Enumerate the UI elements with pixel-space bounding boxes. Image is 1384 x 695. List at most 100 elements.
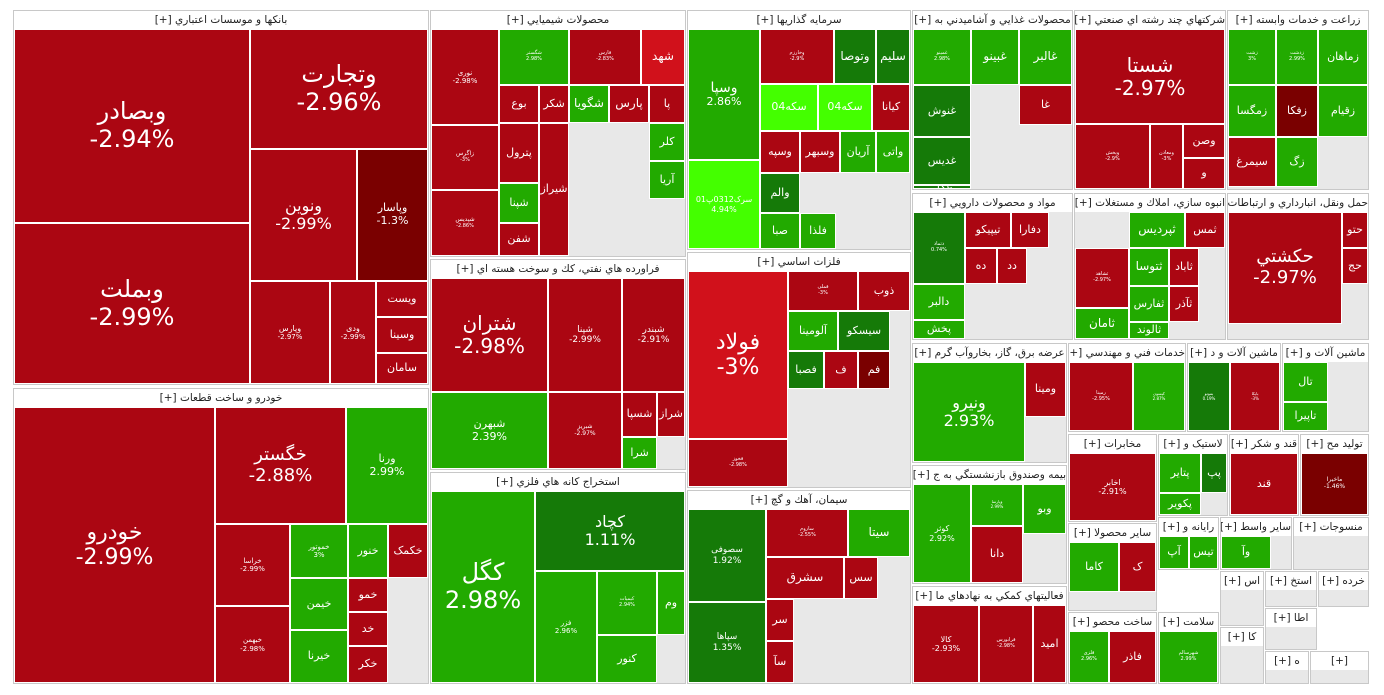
sector[interactable]: خرده [+] — [1318, 571, 1369, 607]
tile[interactable]: آلومینا — [788, 311, 838, 351]
tile[interactable]: وآ — [1221, 536, 1271, 569]
tile[interactable]: کنور — [597, 635, 657, 683]
tile[interactable]: ذوب — [858, 271, 910, 311]
sector-header[interactable]: ساخت محصو [+] — [1069, 613, 1156, 631]
tile[interactable]: ک — [1119, 542, 1156, 592]
sector[interactable]: خدمات فني و مهندسي [+] رمپنا -2.95% کیسون 2.… — [1068, 343, 1186, 432]
tile[interactable]: سپاها 1.35% — [688, 602, 766, 683]
tile[interactable]: وم — [657, 571, 685, 635]
tile[interactable]: شفن — [499, 223, 539, 256]
sector-header[interactable]: زراعت و خدمات وابسته [+] — [1228, 11, 1368, 29]
tile[interactable]: غنوش — [913, 85, 971, 137]
sector-header[interactable]: محصولات شيميايي [+] — [431, 11, 685, 29]
tile[interactable]: سلیم — [876, 29, 910, 84]
tile[interactable]: زگ — [1276, 137, 1318, 187]
tile[interactable]: شکر — [539, 85, 569, 123]
tile[interactable]: شبندر -2.91% — [622, 278, 685, 392]
tile[interactable]: خکمک — [388, 524, 428, 578]
tile[interactable]: شهرسالم 2.99% — [1159, 631, 1218, 683]
sector-header[interactable]: استخ [+] — [1266, 572, 1316, 590]
tile[interactable]: خبهمن -2.98% — [215, 606, 290, 683]
tile[interactable]: فرابورس -2.98% — [979, 605, 1033, 683]
sector[interactable]: مواد و محصولات دارويي [+] دتماد 0.74% تیپیک… — [912, 193, 1073, 340]
sector[interactable]: سرمايه گذاريها [+] وسپا 2.86% وخارزم -2.9% وت… — [687, 10, 911, 250]
sector[interactable]: توليد مح [+] ماخیرا -1.46% — [1300, 434, 1369, 516]
tile[interactable]: کیانا — [872, 84, 910, 131]
sector[interactable]: ماشين آلات و [+] تال تاپیرا — [1282, 343, 1369, 432]
tile[interactable]: وبو — [1023, 484, 1066, 534]
tile[interactable]: و — [1183, 158, 1225, 189]
sector[interactable]: استخراج کانه هاي فلزي [+] کگل 2.98% کچاد 1.1… — [430, 472, 686, 684]
tile[interactable]: شستا -2.97% — [1075, 29, 1225, 124]
sector-header[interactable]: توليد مح [+] — [1301, 435, 1368, 453]
tile[interactable]: غمینو 2.98% — [913, 29, 971, 85]
tile[interactable]: غا — [1019, 85, 1072, 125]
tile[interactable]: وبملت -2.99% — [14, 223, 250, 384]
tile[interactable]: صبا — [760, 213, 800, 249]
tile[interactable]: شبریز -2.97% — [548, 392, 622, 469]
sector[interactable]: شركتهاي چند رشته اي صنعتي [+] شستا -2.97% و… — [1074, 10, 1226, 190]
sector-header[interactable]: شركتهاي چند رشته اي صنعتي [+] — [1075, 11, 1225, 29]
sector-header[interactable]: بيمه وصندوق بازنشستگي به ج [+] — [913, 466, 1066, 484]
tile[interactable]: فلزی 2.96% — [1069, 631, 1109, 683]
tile[interactable]: کگل 2.98% — [431, 491, 535, 683]
tile[interactable]: شگویا — [569, 85, 609, 123]
tile[interactable]: وپاسار -1.3% — [357, 149, 428, 281]
tile[interactable]: خودرو -2.99% — [14, 407, 215, 683]
tile[interactable]: وخارزم -2.9% — [760, 29, 834, 84]
tile[interactable]: خراسا -2.99% — [215, 524, 290, 606]
sector-header[interactable]: ساير واسط [+] — [1221, 518, 1291, 536]
tile[interactable]: زشت 3% — [1228, 29, 1276, 85]
sector[interactable]: عرضه برق، گاز، بخاروآب گرم [+] ونیرو 2.93%… — [912, 343, 1067, 463]
tile[interactable]: شپنا — [499, 183, 539, 223]
tile[interactable]: کچاد 1.11% — [535, 491, 685, 571]
sector-header[interactable]: فعاليتهاي کمکي به نهادهاي ما [+] — [913, 587, 1066, 605]
sector-header[interactable]: فلزات اساسي [+] — [688, 253, 910, 271]
tile[interactable]: ثفارس — [1129, 286, 1169, 322]
sector[interactable]: ساخت محصو [+] فلزی 2.96% فاذر — [1068, 612, 1157, 684]
tile[interactable]: تال — [1283, 362, 1328, 402]
sector-header[interactable]: ماشين آلات و د [+] — [1188, 344, 1280, 362]
sector[interactable]: کا [+] — [1220, 627, 1264, 684]
tile[interactable]: ثتوسا — [1129, 248, 1169, 286]
sector-header[interactable]: سرمايه گذاريها [+] — [688, 11, 910, 29]
tile[interactable]: فملی -3% — [788, 271, 858, 311]
sector[interactable]: سلامت [+] شهرسالم 2.99% — [1158, 612, 1219, 684]
tile[interactable]: شراز — [657, 392, 685, 437]
tile[interactable]: پارس — [609, 85, 649, 123]
sector-header[interactable]: منسوجات [+] — [1294, 518, 1368, 536]
sector-header[interactable]: مخابرات [+] — [1069, 435, 1156, 453]
tile[interactable]: خیرنا — [290, 630, 348, 683]
tile[interactable]: حتو — [1342, 212, 1368, 248]
tile[interactable]: ثشاهد -2.97% — [1075, 248, 1129, 308]
tile[interactable]: خیمن — [290, 578, 348, 630]
sector[interactable]: رايانه و [+] آپ تیس — [1158, 517, 1219, 570]
sector-header[interactable]: لاستيک و [+] — [1159, 435, 1227, 453]
tile[interactable]: قند — [1230, 453, 1298, 515]
tile[interactable]: ثمس — [1185, 212, 1225, 248]
tile[interactable]: واتی — [876, 131, 910, 173]
tile[interactable]: سس — [844, 557, 878, 599]
sector[interactable]: اطا [+] — [1265, 608, 1317, 650]
tile[interactable]: زقیام — [1318, 85, 1368, 137]
tile[interactable]: شپدیس -2.86% — [431, 190, 499, 256]
sector-header[interactable]: بانکها و موسسات اعتباري [+] — [14, 11, 428, 29]
tile[interactable]: شبهرن 2.39% — [431, 392, 548, 469]
sector-header[interactable]: قند و شکر [+] — [1230, 435, 1298, 453]
sector[interactable]: ساير محصولا [+] کاما ک — [1068, 523, 1157, 611]
tile[interactable]: ومینا — [1025, 362, 1066, 417]
sector-header[interactable]: فراورده هاي نفتي، کك و سوخت هسته اي [+] — [431, 260, 685, 278]
tile[interactable]: شسپا — [622, 392, 657, 437]
tile[interactable]: امید — [1033, 605, 1066, 683]
tile[interactable]: ورنا 2.99% — [346, 407, 428, 524]
sector[interactable]: زراعت و خدمات وابسته [+] زشت 3% زماهان زقیام… — [1227, 10, 1369, 190]
tile[interactable]: زماهان — [1318, 29, 1368, 85]
tile[interactable]: شیراز — [539, 123, 569, 256]
sector-header[interactable]: عرضه برق، گاز، بخاروآب گرم [+] — [913, 344, 1066, 362]
sector[interactable]: بانکها و موسسات اعتباري [+] وبصادر -2.94% و… — [13, 10, 429, 385]
sector[interactable]: بيمه وصندوق بازنشستگي به ج [+] کوثر 2.92% و… — [912, 465, 1067, 584]
tile[interactable]: فم — [858, 351, 890, 389]
sector-header[interactable]: حمل ونقل، انبارداري و ارتباطات [+] — [1228, 194, 1368, 212]
tile[interactable]: سکه04 — [818, 84, 872, 131]
tile[interactable]: ده — [965, 248, 997, 284]
